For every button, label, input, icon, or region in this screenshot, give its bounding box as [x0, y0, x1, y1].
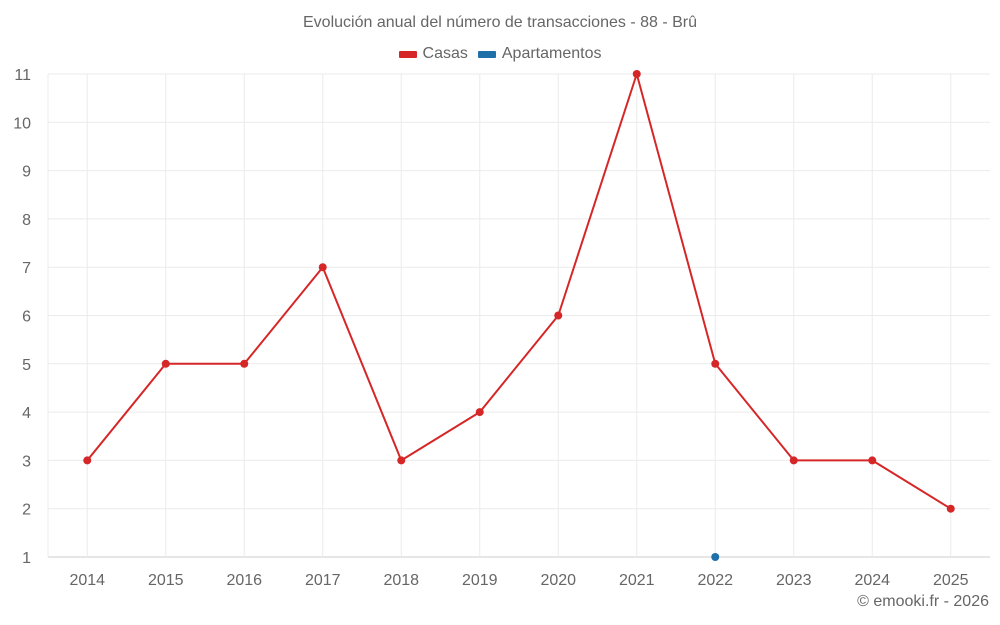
legend-item-casas[interactable]: Casas: [398, 45, 468, 63]
chart-title: Evolución anual del número de transaccio…: [303, 14, 697, 31]
legend-swatch-apartamentos: [477, 50, 496, 58]
data-point-casas: [318, 263, 327, 272]
data-point-casas: [475, 408, 484, 417]
x-tick-label: 2025: [933, 572, 969, 589]
x-tick-label: 2022: [697, 572, 733, 589]
y-tick-label: 3: [22, 453, 31, 470]
legend-item-apartamentos[interactable]: Apartamentos: [477, 45, 602, 63]
x-tick-label: 2016: [226, 572, 262, 589]
x-tick-label: 2017: [305, 572, 341, 589]
y-tick-label: 9: [22, 164, 31, 181]
data-point-apartamentos: [711, 553, 720, 561]
y-tick-label: 7: [22, 260, 31, 277]
data-point-casas: [868, 456, 877, 465]
data-point-casas: [789, 456, 798, 465]
y-tick-label: 11: [14, 67, 31, 84]
y-tick-label: 6: [22, 309, 31, 326]
data-point-casas: [240, 359, 249, 368]
x-tick-label: 2021: [619, 572, 655, 589]
x-tick-label: 2024: [854, 572, 890, 589]
y-tick-label: 2: [22, 502, 31, 519]
data-point-casas: [711, 359, 720, 368]
x-tick-label: 2018: [383, 572, 419, 589]
series-line-casas: [86, 73, 952, 510]
data-point-casas: [161, 359, 170, 368]
data-point-casas: [397, 456, 406, 465]
legend-label-casas: Casas: [422, 45, 468, 62]
legend-label-apartamentos: Apartamentos: [501, 45, 602, 62]
data-point-casas: [83, 456, 92, 465]
x-tick-label: 2020: [540, 572, 576, 589]
x-tick-label: 2023: [776, 572, 812, 589]
data-point-casas: [632, 70, 641, 78]
credit-text: © emooki.fr - 2026: [857, 593, 989, 610]
legend-swatch-casas: [398, 50, 417, 58]
y-tick-label: 8: [22, 212, 31, 229]
data-point-casas: [946, 504, 955, 513]
x-tick-label: 2019: [462, 572, 498, 589]
x-tick-label: 2014: [69, 572, 105, 589]
data-point-casas: [554, 311, 563, 320]
y-tick-label: 1: [22, 550, 31, 567]
chart-legend: Casas Apartamentos: [0, 45, 1000, 63]
x-tick-label: 2015: [148, 572, 184, 589]
y-tick-label: 5: [22, 357, 31, 374]
y-tick-label: 4: [22, 405, 31, 422]
y-tick-label: 10: [13, 115, 31, 132]
